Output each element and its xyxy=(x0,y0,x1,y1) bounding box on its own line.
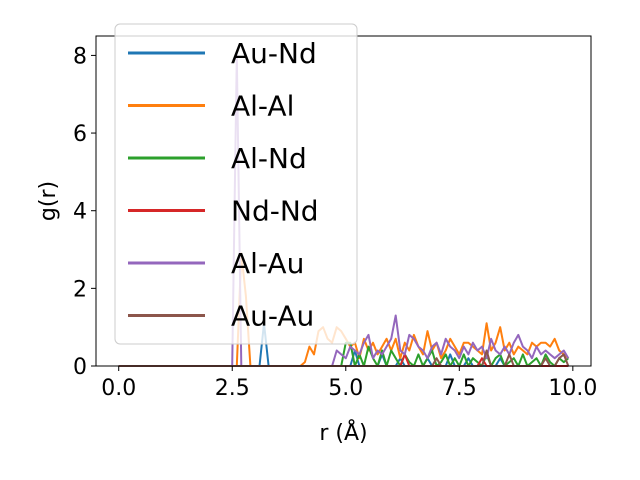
x-axis: 0.0 2.5 5.0 7.5 10.0 xyxy=(101,366,597,401)
legend-label: Al-Al xyxy=(231,90,294,123)
legend-label: Au-Au xyxy=(231,300,314,333)
y-tick-label: 8 xyxy=(73,44,87,69)
y-axis-label: g(r) xyxy=(36,181,61,221)
legend: Au-Nd Al-Al Al-Nd Nd-Nd Al-Au Au-Au xyxy=(114,23,358,345)
x-axis-label: r (Å) xyxy=(319,419,367,446)
y-tick-label: 0 xyxy=(73,355,87,380)
legend-label: Al-Nd xyxy=(231,142,307,175)
y-tick-label: 4 xyxy=(73,200,87,225)
legend-label: Nd-Nd xyxy=(231,195,319,228)
x-tick-label: 10.0 xyxy=(548,376,597,401)
x-tick-label: 7.5 xyxy=(442,376,477,401)
x-tick-label: 5.0 xyxy=(328,376,363,401)
y-axis: 0 2 4 6 8 xyxy=(73,44,96,380)
x-tick-label: 2.5 xyxy=(215,376,250,401)
y-tick-label: 6 xyxy=(73,122,87,147)
legend-label: Al-Au xyxy=(231,247,304,280)
y-tick-label: 2 xyxy=(73,277,87,302)
x-tick-label: 0.0 xyxy=(101,376,136,401)
legend-box xyxy=(114,23,358,345)
legend-label: Au-Nd xyxy=(231,37,317,70)
